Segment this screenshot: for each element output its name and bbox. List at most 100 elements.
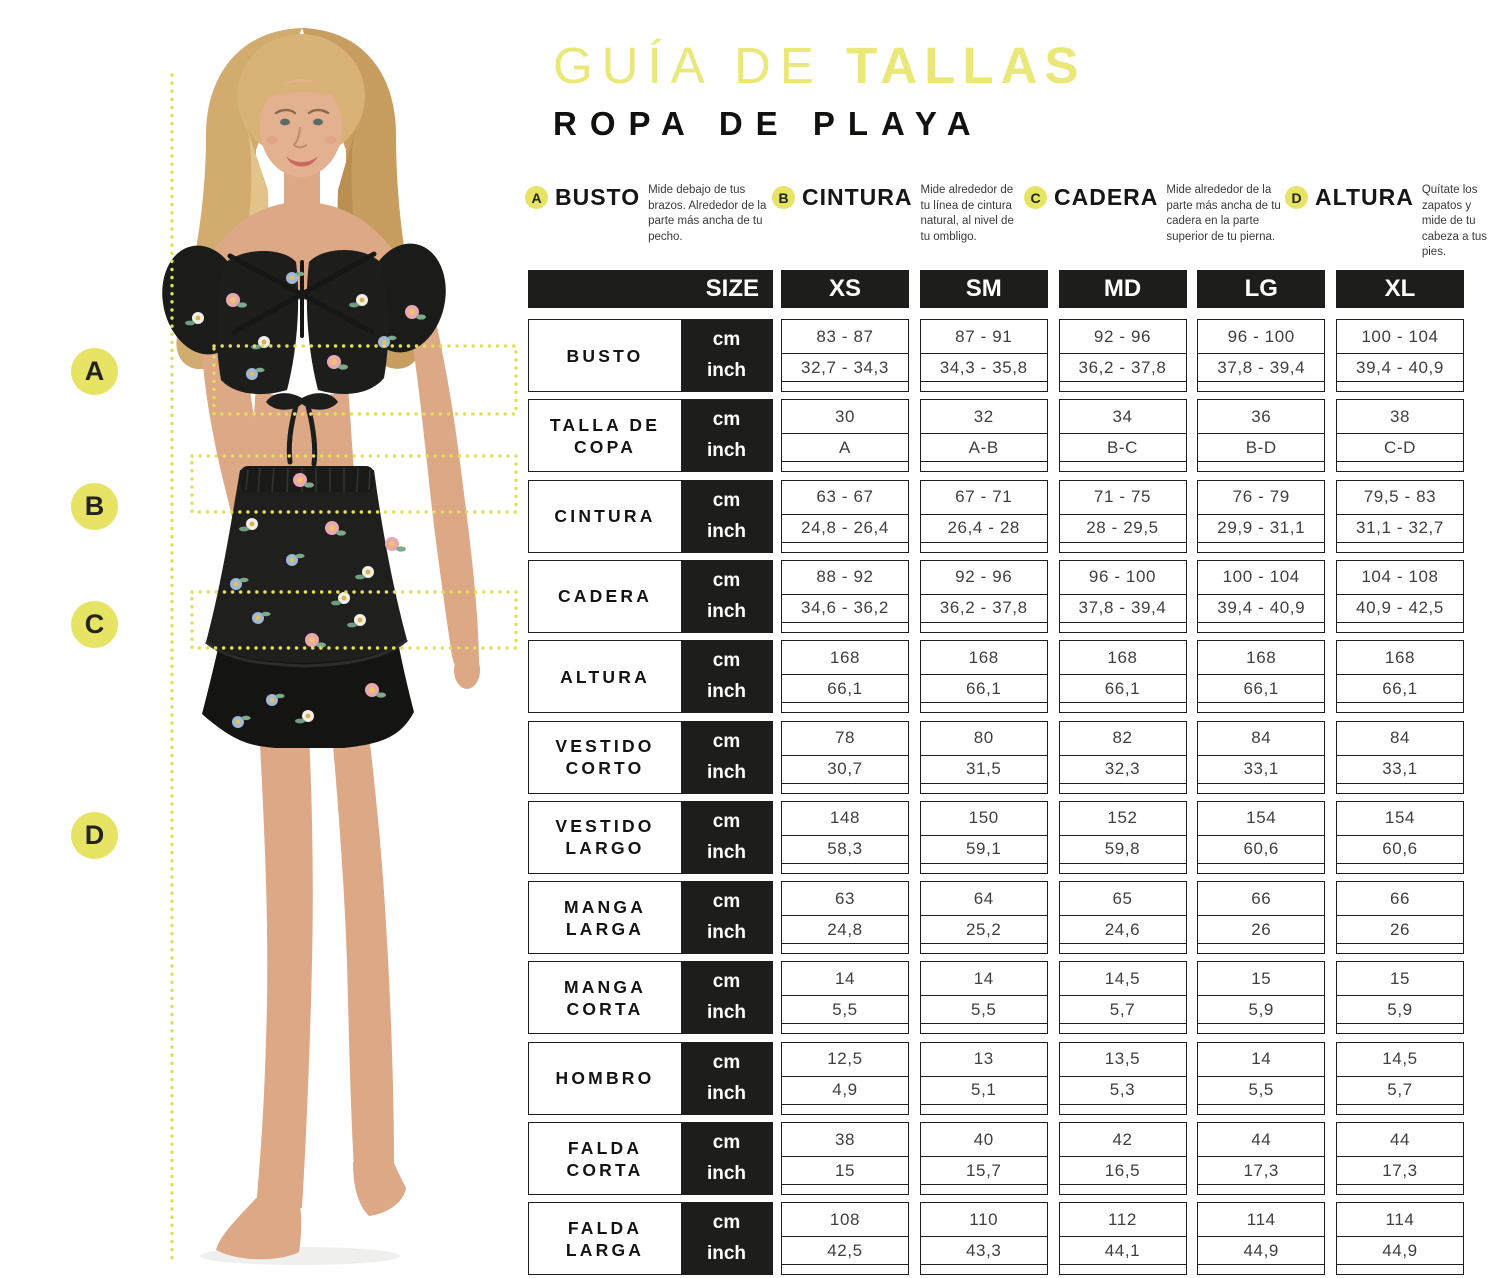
value-cell: 148 58,3	[781, 800, 909, 874]
value-cell: 154 60,6	[1336, 800, 1464, 874]
measure-label: ALTURA	[1315, 184, 1414, 210]
cm-value: 38	[834, 1129, 856, 1149]
row-label-box: BUSTO cm inch	[528, 319, 773, 392]
measure-label: CINTURA	[802, 184, 913, 210]
cm-value: 112	[1108, 1209, 1137, 1229]
cell-bottom-strip	[1198, 784, 1324, 793]
cm-value: 30	[834, 406, 856, 426]
inch-value: 32,7 - 34,3	[801, 357, 889, 377]
value-cell: 32 A-B	[919, 399, 1048, 473]
value-cell: 168 66,1	[781, 640, 909, 714]
value-cell: 168 66,1	[1058, 640, 1187, 714]
marker-hip: C	[71, 601, 118, 648]
value-cell: 42 16,5	[1058, 1122, 1187, 1195]
cm-value: 40	[973, 1129, 994, 1149]
row-label: HOMBRO	[555, 1068, 655, 1089]
cell-bottom-strip	[1337, 1105, 1463, 1114]
value-cell: 168 66,1	[1336, 640, 1464, 714]
inch-value: C-D	[1383, 437, 1416, 457]
value-cell: 44 17,3	[1336, 1122, 1464, 1195]
cell-bottom-strip	[1337, 703, 1463, 712]
unit-cm-label: cm	[712, 1132, 741, 1153]
cm-value: 63 - 67	[816, 487, 874, 507]
cell-bottom-strip	[1060, 784, 1186, 793]
value-cell: 14 5,5	[781, 961, 909, 1035]
inch-value: B-D	[1245, 437, 1277, 457]
page-title: GUÍA DE TALLAS	[553, 36, 1085, 96]
row-label-box: MANGA LARGA cm inch	[528, 881, 773, 955]
title-block: GUÍA DE TALLAS ROPA DE PLAYA	[553, 36, 1085, 143]
inch-value: 17,3	[1382, 1160, 1418, 1180]
cm-value: 114	[1385, 1209, 1415, 1229]
cell-bottom-strip	[782, 944, 908, 953]
model-figure-svg	[162, 28, 518, 1265]
cm-value: 100 - 104	[1361, 326, 1439, 346]
size-column-header: XS	[781, 270, 909, 308]
inch-value: 32,3	[1104, 759, 1141, 778]
page-subtitle: ROPA DE PLAYA	[553, 105, 984, 142]
inch-value: 30,7	[827, 759, 863, 778]
cell-bottom-strip	[1337, 784, 1463, 793]
cell-bottom-strip	[1060, 703, 1186, 712]
cell-bottom-strip	[1337, 1185, 1463, 1194]
inch-value: 5,5	[971, 999, 997, 1019]
unit-cm-label: cm	[712, 971, 741, 993]
cm-value: 82	[1112, 728, 1133, 747]
row-unit-box: cm inch	[681, 1123, 772, 1194]
value-cell: 100 - 104 39,4 - 40,9	[1197, 559, 1326, 633]
cm-value: 14	[834, 968, 856, 988]
cm-value: 92 - 96	[955, 567, 1013, 587]
value-cell: 84 33,1	[1336, 720, 1464, 794]
unit-cm-label: cm	[712, 650, 741, 672]
inch-value: 66,1	[966, 678, 1002, 698]
unit-inch-label: inch	[706, 1082, 747, 1104]
cell-bottom-strip	[782, 703, 908, 712]
inch-value: 24,8	[827, 919, 863, 939]
inch-value: 44,9	[1382, 1240, 1418, 1260]
cm-value: 148	[829, 808, 861, 828]
inch-value: 60,6	[1243, 839, 1279, 859]
row-label: ALTURA	[560, 666, 650, 687]
row-label-box: HOMBRO cm inch	[528, 1041, 773, 1115]
inch-value: 36,2 - 37,8	[939, 598, 1028, 618]
inch-value: 5,5	[1248, 1080, 1274, 1100]
cell-bottom-strip	[921, 944, 1047, 953]
cell-bottom-strip	[782, 1105, 908, 1114]
value-cell: 34 B-C	[1058, 399, 1187, 473]
row-label: FALDA CORTA	[566, 1137, 644, 1180]
unit-inch-label: inch	[706, 841, 747, 863]
value-cell: 82 32,3	[1058, 720, 1187, 794]
cm-value: 108	[829, 1209, 861, 1229]
cell-bottom-strip	[1337, 462, 1463, 471]
cm-value: 110	[969, 1209, 999, 1229]
row-label-box: ALTURA cm inch	[528, 640, 773, 714]
inch-value: 31,1 - 32,7	[1356, 518, 1444, 538]
value-cell: 14,5 5,7	[1058, 961, 1187, 1035]
cm-value: 44	[1389, 1129, 1411, 1149]
inch-value: 37,8 - 39,4	[1078, 598, 1167, 618]
value-cell: 83 - 87 32,7 - 34,3	[781, 319, 909, 392]
cell-bottom-strip	[782, 864, 908, 873]
cell-bottom-strip	[921, 462, 1047, 471]
inch-value: 34,6 - 36,2	[801, 598, 889, 618]
cell-bottom-strip	[782, 382, 908, 391]
cell-bottom-strip	[1060, 1265, 1186, 1274]
cm-value: 67 - 71	[955, 487, 1013, 507]
cm-value: 13	[973, 1049, 994, 1069]
value-cell: 100 - 104 39,4 - 40,9	[1336, 319, 1464, 392]
cell-bottom-strip	[1060, 1185, 1186, 1194]
cm-value: 15	[1389, 968, 1411, 988]
inch-value: 5,9	[1248, 999, 1274, 1019]
row-unit-box: cm inch	[681, 721, 772, 793]
cm-value: 168	[1107, 647, 1138, 667]
inch-value: 66,1	[1104, 678, 1141, 698]
cm-value: 84	[1251, 728, 1272, 747]
value-cell: 114 44,9	[1336, 1202, 1464, 1276]
unit-cm-label: cm	[712, 891, 741, 913]
row-unit-box: cm inch	[681, 1042, 772, 1114]
cm-value: 12,5	[827, 1049, 863, 1069]
inch-value: 24,8 - 26,4	[801, 518, 889, 538]
cell-bottom-strip	[1198, 382, 1324, 391]
value-cell: 40 15,7	[919, 1122, 1048, 1195]
